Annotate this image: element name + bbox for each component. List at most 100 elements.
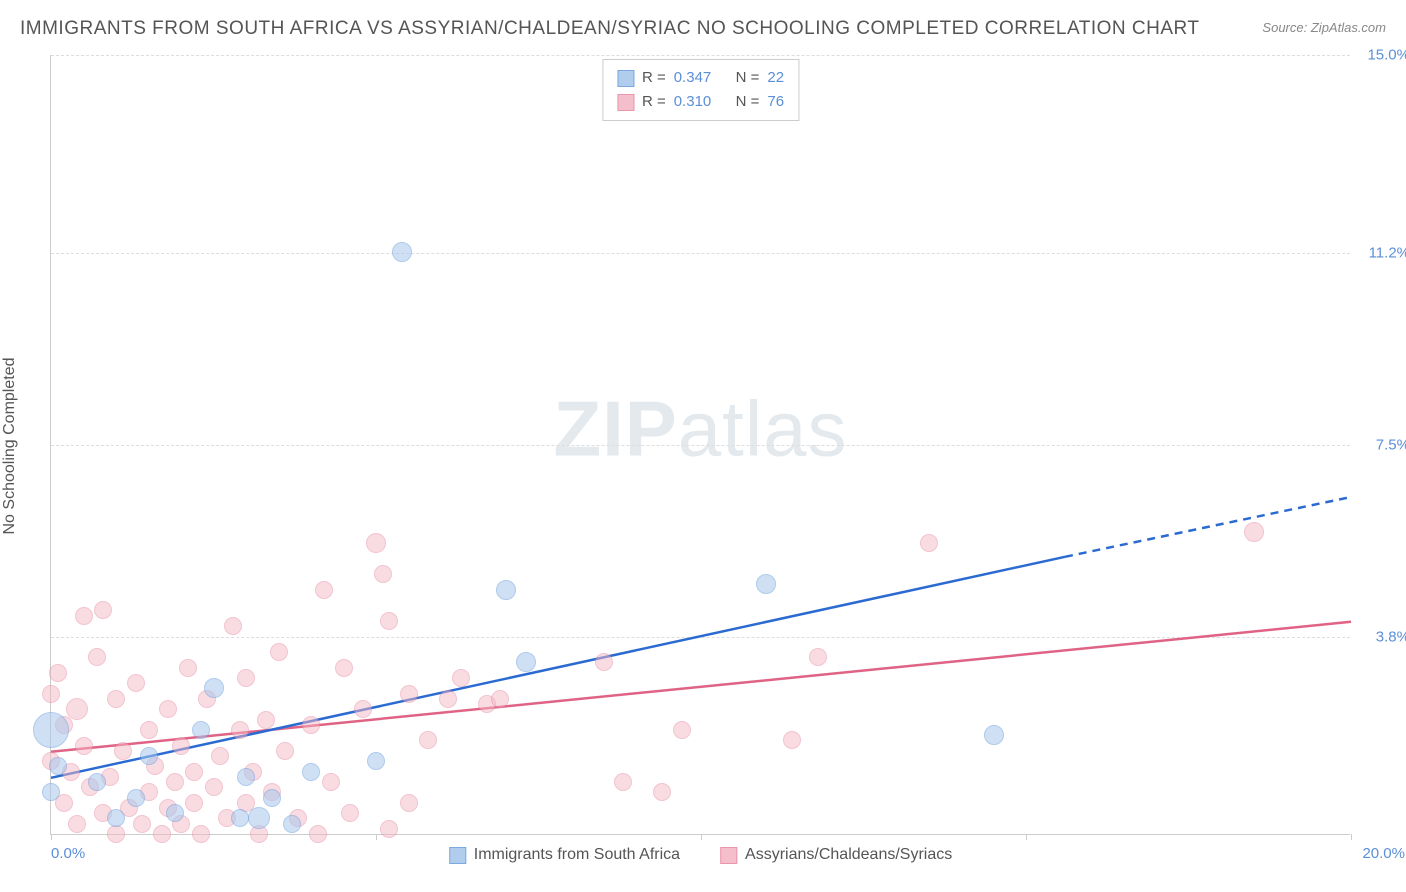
data-point-acs (224, 617, 242, 635)
grid-line (51, 445, 1350, 446)
swatch-sa (617, 70, 634, 87)
watermark: ZIPatlas (553, 383, 847, 474)
data-point-sa (392, 242, 412, 262)
y-tick-label: 3.8% (1376, 629, 1406, 646)
data-point-acs (452, 669, 470, 687)
watermark-zip: ZIP (553, 384, 677, 472)
data-point-acs (614, 773, 632, 791)
data-point-sa (496, 580, 516, 600)
data-point-acs (205, 778, 223, 796)
data-point-acs (257, 711, 275, 729)
n-value-sa: 22 (767, 66, 784, 90)
data-point-acs (107, 690, 125, 708)
data-point-acs (809, 648, 827, 666)
x-tick (701, 834, 702, 840)
data-point-sa (127, 789, 145, 807)
trend-line-sa-dashed (1065, 497, 1351, 557)
data-point-acs (400, 685, 418, 703)
data-point-acs (439, 690, 457, 708)
data-point-acs (653, 783, 671, 801)
watermark-atlas: atlas (678, 384, 848, 472)
data-point-acs (380, 612, 398, 630)
data-point-sa (49, 757, 67, 775)
x-tick (376, 834, 377, 840)
data-point-acs (315, 581, 333, 599)
x-tick (1026, 834, 1027, 840)
grid-line (51, 637, 1350, 638)
data-point-acs (75, 607, 93, 625)
data-point-acs (211, 747, 229, 765)
data-point-acs (354, 700, 372, 718)
data-point-acs (920, 534, 938, 552)
legend-series: Immigrants from South Africa Assyrians/C… (449, 846, 953, 864)
legend-item-sa: Immigrants from South Africa (449, 846, 680, 864)
y-axis-title: No Schooling Completed (1, 358, 19, 535)
data-point-acs (68, 815, 86, 833)
data-point-acs (595, 653, 613, 671)
data-point-acs (400, 794, 418, 812)
x-tick-label: 20.0% (1362, 845, 1405, 862)
r-value-acs: 0.310 (674, 90, 712, 114)
data-point-acs (270, 643, 288, 661)
data-point-acs (185, 763, 203, 781)
data-point-acs (166, 773, 184, 791)
n-label: N = (736, 66, 760, 90)
data-point-acs (309, 825, 327, 843)
data-point-acs (322, 773, 340, 791)
data-point-acs (153, 825, 171, 843)
data-point-acs (75, 737, 93, 755)
source-attribution: Source: ZipAtlas.com (1262, 20, 1386, 35)
data-point-sa (192, 721, 210, 739)
legend-label-sa: Immigrants from South Africa (474, 846, 680, 864)
data-point-acs (341, 804, 359, 822)
data-point-sa (516, 652, 536, 672)
data-point-acs (107, 825, 125, 843)
data-point-acs (140, 721, 158, 739)
data-point-sa (984, 725, 1004, 745)
data-point-sa (166, 804, 184, 822)
data-point-acs (172, 737, 190, 755)
data-point-acs (192, 825, 210, 843)
grid-line (51, 55, 1350, 56)
data-point-acs (673, 721, 691, 739)
data-point-acs (491, 690, 509, 708)
swatch-acs (720, 847, 737, 864)
data-point-acs (185, 794, 203, 812)
data-point-acs (302, 716, 320, 734)
data-point-acs (374, 565, 392, 583)
data-point-sa (248, 807, 270, 829)
r-label: R = (642, 90, 666, 114)
data-point-sa (302, 763, 320, 781)
data-point-acs (94, 601, 112, 619)
source-value: ZipAtlas.com (1311, 20, 1386, 35)
n-value-acs: 76 (767, 90, 784, 114)
data-point-acs (66, 698, 88, 720)
y-tick-label: 15.0% (1367, 47, 1406, 64)
legend-item-acs: Assyrians/Chaldeans/Syriacs (720, 846, 952, 864)
data-point-sa (33, 712, 69, 748)
legend-stats-box: R = 0.347 N = 22 R = 0.310 N = 76 (602, 59, 799, 121)
y-tick-label: 11.2% (1369, 244, 1406, 261)
data-point-sa (283, 815, 301, 833)
data-point-sa (140, 747, 158, 765)
data-point-acs (179, 659, 197, 677)
y-tick-label: 7.5% (1376, 437, 1406, 454)
chart-title: IMMIGRANTS FROM SOUTH AFRICA VS ASSYRIAN… (20, 18, 1200, 40)
swatch-sa (449, 847, 466, 864)
data-point-acs (335, 659, 353, 677)
data-point-sa (88, 773, 106, 791)
data-point-acs (237, 669, 255, 687)
legend-stats-row-acs: R = 0.310 N = 76 (617, 90, 784, 114)
x-tick-label: 0.0% (51, 845, 85, 862)
grid-line (51, 253, 1350, 254)
x-tick (51, 834, 52, 840)
trend-line-sa-solid (51, 557, 1065, 778)
x-tick (1351, 834, 1352, 840)
data-point-acs (133, 815, 151, 833)
r-value-sa: 0.347 (674, 66, 712, 90)
data-point-acs (1244, 522, 1264, 542)
data-point-sa (756, 574, 776, 594)
data-point-sa (42, 783, 60, 801)
data-point-acs (42, 685, 60, 703)
data-point-acs (114, 742, 132, 760)
